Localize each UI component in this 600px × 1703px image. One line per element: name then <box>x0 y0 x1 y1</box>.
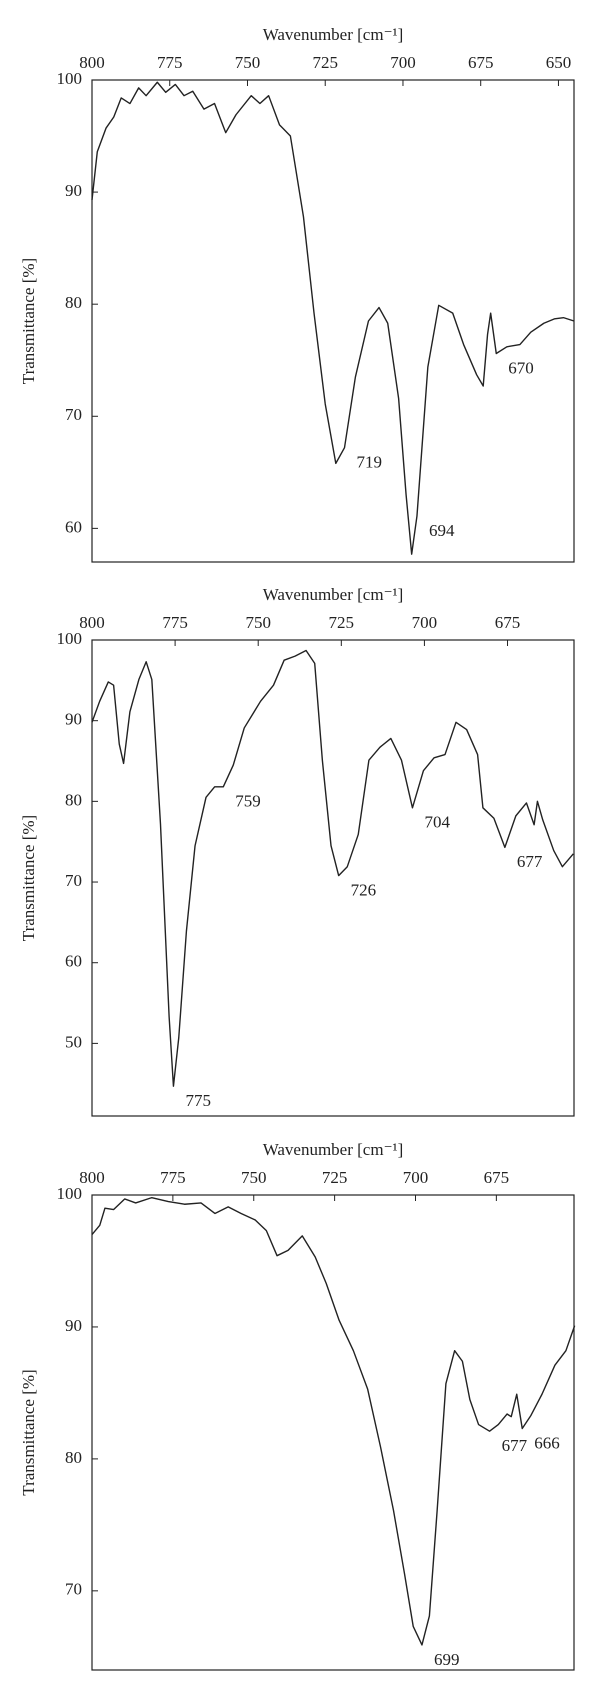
plot-frame <box>91 639 575 1117</box>
x-tick-label: 700 <box>390 53 416 72</box>
y-tick-label: 70 <box>65 871 82 890</box>
y-tick-label: 90 <box>65 710 82 729</box>
plot-frame <box>91 1194 575 1671</box>
spectrum-line <box>91 81 575 555</box>
spectrum-line <box>91 649 574 1087</box>
peak-label: 677 <box>502 1436 528 1455</box>
x-tick-label: 800 <box>79 613 105 632</box>
y-axis-title: Transmittance [%] <box>19 258 38 384</box>
y-tick-label: 100 <box>57 1184 83 1203</box>
y-axis-title: Transmittance [%] <box>19 815 38 941</box>
x-tick-label: 750 <box>241 1168 267 1187</box>
x-axis-title: Wavenumber [cm⁻¹] <box>263 1140 404 1159</box>
x-tick-label: 700 <box>412 613 438 632</box>
x-tick-label: 650 <box>546 53 572 72</box>
y-tick-label: 90 <box>65 181 82 200</box>
peak-label: 677 <box>517 852 543 871</box>
x-tick-label: 700 <box>403 1168 429 1187</box>
plot-frame <box>91 79 575 563</box>
y-axis-title: Transmittance [%] <box>19 1369 38 1495</box>
y-tick-label: 70 <box>65 405 82 424</box>
y-tick-label: 70 <box>65 1580 82 1599</box>
x-tick-label: 675 <box>468 53 494 72</box>
peak-label: 699 <box>434 1650 460 1669</box>
x-tick-label: 725 <box>322 1168 348 1187</box>
x-tick-label: 775 <box>162 613 188 632</box>
x-tick-label: 775 <box>157 53 183 72</box>
x-tick-label: 800 <box>79 1168 105 1187</box>
spectrum-line <box>91 1196 576 1646</box>
x-tick-label: 750 <box>245 613 271 632</box>
peak-label: 694 <box>429 521 455 540</box>
peak-label: 719 <box>357 453 383 472</box>
x-tick-label: 800 <box>79 53 105 72</box>
x-tick-label: 750 <box>235 53 261 72</box>
peak-label: 726 <box>351 880 377 899</box>
peak-label: 670 <box>508 358 534 377</box>
x-tick-label: 675 <box>484 1168 510 1187</box>
x-tick-label: 725 <box>312 53 338 72</box>
x-axis-title: Wavenumber [cm⁻¹] <box>263 25 404 44</box>
y-tick-label: 90 <box>65 1316 82 1335</box>
y-tick-label: 80 <box>65 293 82 312</box>
y-tick-label: 100 <box>57 629 83 648</box>
y-tick-label: 50 <box>65 1032 82 1051</box>
peak-label: 775 <box>185 1091 211 1110</box>
x-tick-label: 675 <box>495 613 521 632</box>
x-tick-label: 725 <box>329 613 355 632</box>
y-tick-label: 60 <box>65 952 82 971</box>
y-tick-label: 60 <box>65 517 82 536</box>
peak-label: 704 <box>424 813 450 832</box>
y-tick-label: 100 <box>57 69 83 88</box>
y-tick-label: 80 <box>65 1448 82 1467</box>
y-tick-label: 80 <box>65 790 82 809</box>
peak-label: 759 <box>235 792 261 811</box>
x-axis-title: Wavenumber [cm⁻¹] <box>263 585 404 604</box>
x-tick-label: 775 <box>160 1168 186 1187</box>
peak-label: 666 <box>534 1433 560 1452</box>
